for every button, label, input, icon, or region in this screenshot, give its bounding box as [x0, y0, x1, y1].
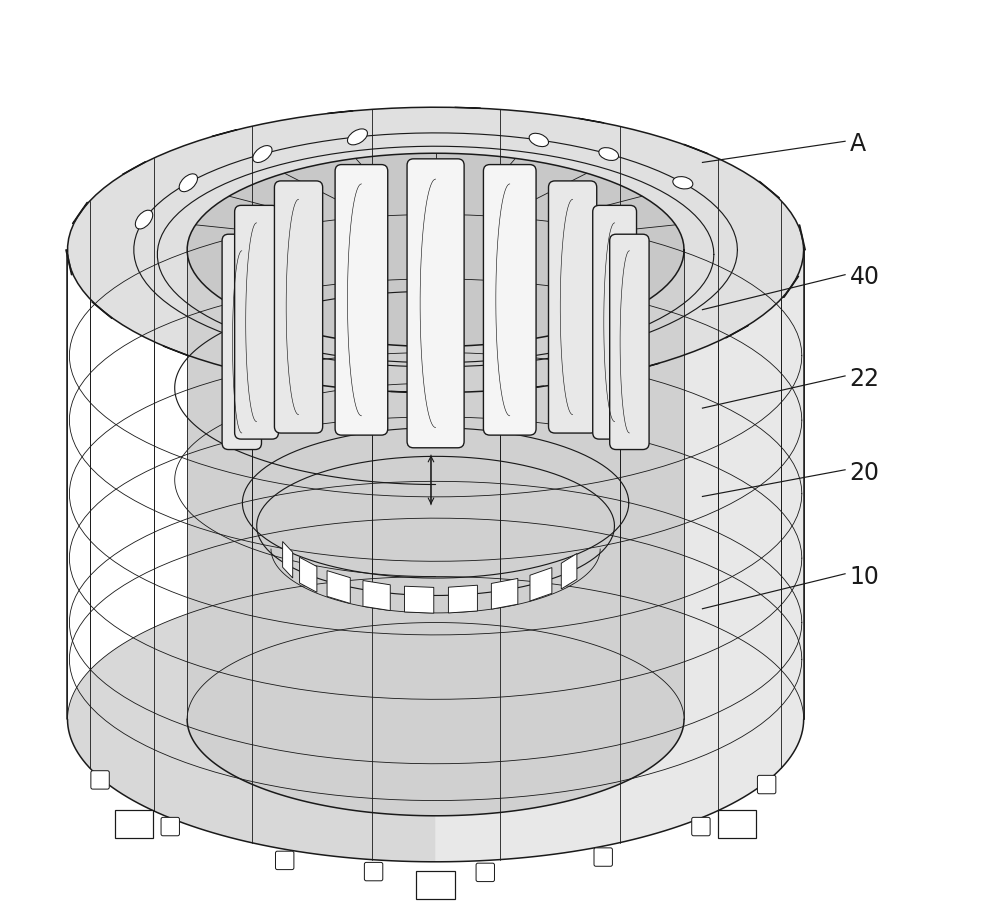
FancyBboxPatch shape [476, 863, 494, 881]
Polygon shape [92, 302, 112, 318]
Polygon shape [363, 581, 390, 611]
Polygon shape [436, 107, 804, 719]
Text: 40: 40 [850, 266, 880, 290]
Ellipse shape [599, 148, 619, 161]
Polygon shape [436, 250, 804, 862]
FancyBboxPatch shape [115, 810, 153, 838]
FancyBboxPatch shape [274, 181, 323, 433]
Polygon shape [578, 118, 604, 123]
FancyBboxPatch shape [235, 205, 278, 439]
FancyBboxPatch shape [692, 818, 710, 835]
Polygon shape [327, 111, 353, 114]
Polygon shape [759, 181, 779, 198]
Polygon shape [300, 557, 317, 593]
FancyBboxPatch shape [549, 181, 597, 433]
FancyBboxPatch shape [335, 164, 388, 435]
Ellipse shape [253, 146, 272, 162]
Polygon shape [212, 129, 237, 137]
Polygon shape [327, 570, 350, 604]
FancyBboxPatch shape [364, 862, 383, 881]
Polygon shape [725, 325, 749, 338]
Ellipse shape [347, 129, 367, 145]
Polygon shape [187, 153, 684, 346]
Polygon shape [122, 162, 146, 174]
FancyBboxPatch shape [610, 234, 649, 450]
FancyBboxPatch shape [275, 851, 294, 869]
FancyBboxPatch shape [407, 159, 464, 448]
Polygon shape [530, 568, 552, 601]
Polygon shape [518, 386, 544, 390]
Polygon shape [634, 363, 659, 370]
Polygon shape [783, 276, 799, 297]
Polygon shape [163, 346, 188, 355]
Ellipse shape [529, 133, 549, 147]
Polygon shape [68, 107, 804, 392]
FancyBboxPatch shape [91, 771, 109, 789]
Polygon shape [187, 250, 684, 816]
Ellipse shape [673, 176, 693, 189]
Text: A: A [850, 132, 866, 156]
Polygon shape [799, 225, 805, 250]
Polygon shape [683, 144, 708, 154]
FancyBboxPatch shape [594, 848, 612, 867]
FancyBboxPatch shape [161, 818, 179, 835]
Polygon shape [267, 377, 293, 381]
FancyBboxPatch shape [757, 775, 776, 794]
FancyBboxPatch shape [718, 810, 756, 838]
Polygon shape [66, 250, 72, 275]
FancyBboxPatch shape [483, 164, 536, 435]
Polygon shape [455, 107, 481, 108]
Polygon shape [404, 586, 434, 613]
Text: 10: 10 [850, 565, 880, 589]
Text: 20: 20 [850, 461, 880, 485]
Polygon shape [561, 554, 577, 589]
FancyBboxPatch shape [593, 205, 637, 439]
Text: 22: 22 [850, 366, 880, 390]
FancyBboxPatch shape [416, 871, 455, 899]
Polygon shape [68, 107, 436, 862]
Polygon shape [491, 579, 518, 609]
Polygon shape [72, 202, 88, 223]
Polygon shape [391, 391, 416, 392]
Polygon shape [448, 585, 477, 613]
Ellipse shape [179, 174, 197, 192]
Polygon shape [283, 542, 293, 578]
FancyBboxPatch shape [222, 234, 261, 450]
Ellipse shape [135, 210, 153, 229]
